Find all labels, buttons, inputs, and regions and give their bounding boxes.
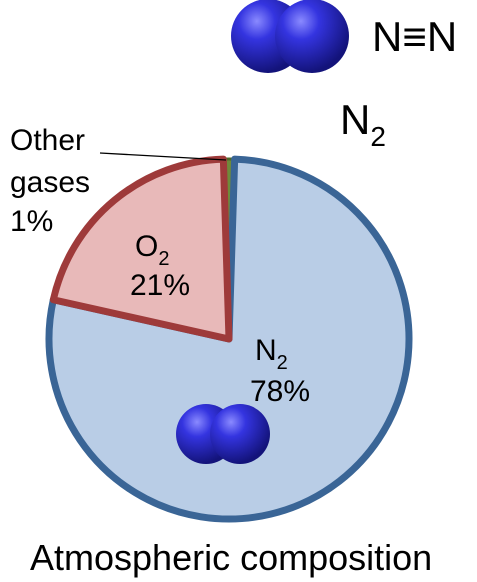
n2-formula-label: N2 [340,96,386,152]
n2-molecule-icon-pie [176,404,270,464]
slice-percent-other: 1% [10,205,53,238]
slice-label-other-line1: Other [10,124,85,157]
other-gases-leader-line [99,152,227,161]
slice-label-other-line2: gases [10,166,90,199]
n2-molecule-icon-top [231,0,349,73]
slice-percent-n2: 78% [250,375,310,408]
triple-bond-formula: N≡N [372,13,457,60]
slice-label-o2: O2 [135,230,169,270]
pie-chart [45,155,413,523]
slice-label-n2: N2 [255,334,288,374]
chart-title: Atmospheric composition [30,537,432,578]
pie-slice-o2 [49,155,233,343]
slice-percent-o2: 21% [130,269,190,302]
